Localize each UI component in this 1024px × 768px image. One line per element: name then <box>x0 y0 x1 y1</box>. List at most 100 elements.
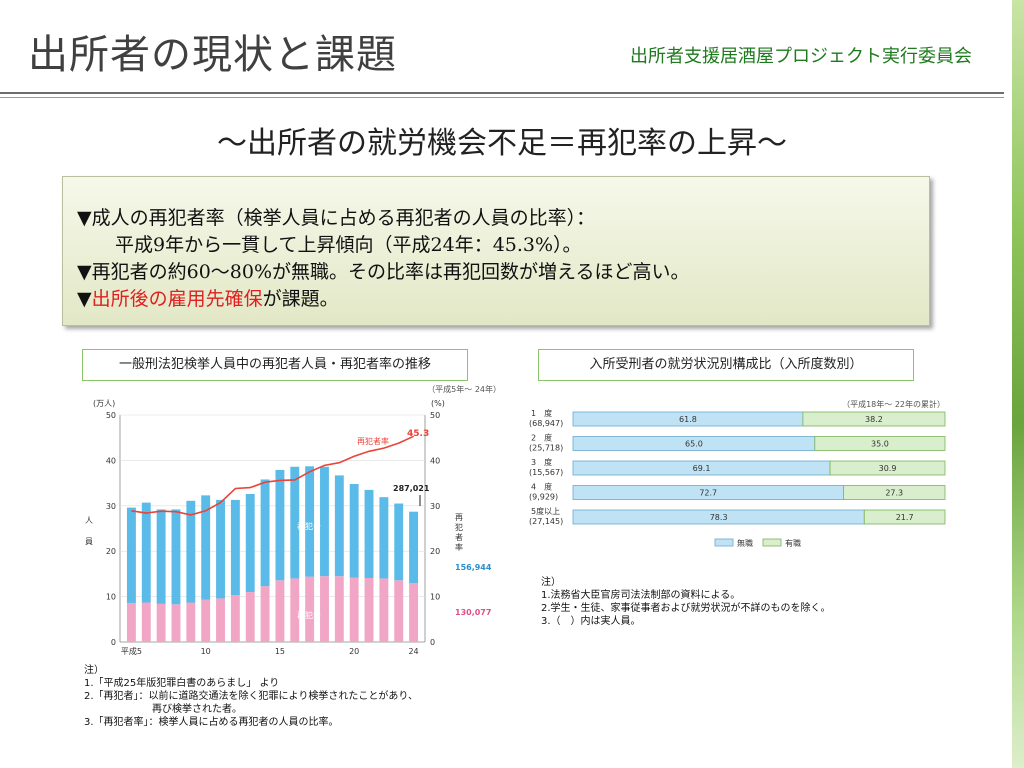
bar-repeat-offenders <box>379 578 389 642</box>
y-tick-label-right: 40 <box>430 456 440 465</box>
bar-repeat-offenders <box>171 604 181 642</box>
bar-employed <box>802 411 946 427</box>
right-chart-heading: 入所受刑者の就労状況別構成比（入所度数別） <box>538 349 914 381</box>
right-axis-label-char: 再 <box>455 513 463 522</box>
bar-repeat-offenders <box>349 577 359 642</box>
callout-total: 287,021 <box>393 484 430 493</box>
bar-first-offenders <box>216 499 225 599</box>
value-label-unemployed: 65.0 <box>685 440 703 449</box>
bar-first-offenders <box>230 499 240 596</box>
series-label-first: 初犯者 <box>297 521 321 531</box>
summary-highlight: 出所後の雇用先確保 <box>91 288 263 310</box>
left-note-1: 1.「平成25年版犯罪白書のあらまし」 より <box>84 678 280 689</box>
bar-first-offenders <box>349 484 359 578</box>
x-tick-label: 10 <box>201 647 211 656</box>
bar-repeat-offenders <box>409 582 419 642</box>
legend-employed-label: 有職 <box>785 538 801 548</box>
y-axis-label-1: 人 <box>85 516 93 525</box>
legend-employed-swatch <box>762 538 782 547</box>
title-divider-thin <box>0 97 1004 98</box>
x-tick-label: 24 <box>408 647 418 656</box>
value-label-employed: 35.0 <box>871 440 889 449</box>
y-tick-label-right: 0 <box>430 638 435 647</box>
left-axis-unit: (万人) <box>93 399 115 408</box>
left-period-note: （平成5年～ 24年） <box>427 384 501 394</box>
x-tick-label: 15 <box>275 647 285 656</box>
callout-first: 156,944 <box>455 563 492 572</box>
callout-rate: 45.3 <box>407 429 429 439</box>
value-label-employed: 21.7 <box>896 513 914 522</box>
bar-first-offenders <box>305 466 315 577</box>
bar-first-offenders <box>290 466 300 579</box>
slide-subtitle: ～出所者の就労機会不足＝再犯率の上昇～ <box>217 126 787 161</box>
bar-repeat-offenders <box>275 580 285 642</box>
bar-employed <box>863 509 946 525</box>
summary-line-4: ▼出所後の雇用先確保が課題。 <box>77 284 339 311</box>
legend-unemployed-label: 無職 <box>737 538 753 548</box>
right-note-1: 1.法務省大臣官房司法法制部の資料による。 <box>541 590 741 601</box>
y-tick-label-left: 20 <box>106 547 116 556</box>
category-count: (68,947) <box>529 419 563 428</box>
bar-first-offenders <box>409 511 419 583</box>
series-label-rate: 再犯者率 <box>357 436 389 446</box>
employment-status-chart: （平成18年～ 22年の累計） 61.8 38.2 1 度(68,947) 65.0 3… <box>529 399 946 548</box>
bar-repeat-offenders <box>245 592 255 642</box>
value-label-unemployed: 72.7 <box>699 489 717 498</box>
y-tick-label-left: 30 <box>106 502 116 511</box>
bar-first-offenders <box>186 500 196 603</box>
category-label: 3 度 <box>531 457 552 467</box>
category-count: (27,145) <box>529 517 563 526</box>
left-note-2b: 再び検挙された者。 <box>152 704 242 715</box>
right-chart-notes: 注） 1.法務省大臣官房司法法制部の資料による。 2.学生・生徒、家事従事者およ… <box>541 576 831 628</box>
value-label-employed: 27.3 <box>885 489 903 498</box>
summary-line-2: 平成9年から一貫して上昇傾向（平成24年：45.3%）。 <box>115 234 582 256</box>
value-label-unemployed: 61.8 <box>679 415 697 424</box>
right-axis-label-char: 犯 <box>455 522 463 532</box>
left-chart-heading: 一般刑法犯検挙人員中の再犯者人員・再犯者率の推移 <box>82 349 468 381</box>
y-tick-label-right: 50 <box>430 411 440 420</box>
category-label: 1 度 <box>531 408 552 418</box>
category-label: 2 度 <box>531 433 552 443</box>
bar-repeat-offenders <box>216 598 225 642</box>
y-tick-label-right: 10 <box>430 593 440 602</box>
y-tick-label-left: 50 <box>106 411 116 420</box>
category-count: (15,567) <box>529 468 563 477</box>
left-chart-notes: 注） 1.「平成25年版犯罪白書のあらまし」 より 2.「再犯者」：以前に道路交… <box>84 664 418 729</box>
bar-first-offenders <box>245 493 255 593</box>
category-count: (9,929) <box>529 493 558 502</box>
right-period-note: （平成18年～ 22年の累計） <box>842 399 945 409</box>
left-note-head: 注） <box>84 665 104 676</box>
decorative-side-bar <box>1012 0 1024 768</box>
x-tick-label: 平成5 <box>121 646 142 656</box>
right-note-head: 注） <box>541 577 561 588</box>
right-axis-label-char: 率 <box>455 542 463 552</box>
bar-repeat-offenders <box>126 602 136 642</box>
summary-bullet: ▼ <box>77 288 92 310</box>
right-axis-label: 再犯者率 <box>455 513 463 552</box>
bar-first-offenders <box>156 509 166 604</box>
left-note-3: 3.「再犯者率」：検挙人員に占める再犯者の人員の比率。 <box>84 717 339 728</box>
bar-first-offenders <box>275 469 285 581</box>
bar-repeat-offenders <box>201 599 211 642</box>
right-note-2: 2.学生・生徒、家事従事者および就労状況が不詳のものを除く。 <box>541 603 831 614</box>
y-axis-label-2: 員 <box>85 537 93 546</box>
bar-first-offenders <box>141 502 151 603</box>
category-label: 5度以上 <box>531 506 560 516</box>
page-title: 出所者の現状と課題 <box>28 32 397 78</box>
category-count: (25,718) <box>529 444 563 453</box>
bar-repeat-offenders <box>364 577 374 642</box>
y-tick-label-left: 10 <box>106 593 116 602</box>
bar-repeat-offenders <box>230 595 240 642</box>
value-label-employed: 38.2 <box>865 415 883 424</box>
bar-repeat-offenders <box>156 603 166 642</box>
bar-repeat-offenders <box>394 580 404 642</box>
legend-unemployed-swatch <box>714 538 734 547</box>
value-label-employed: 30.9 <box>879 464 897 473</box>
x-tick-label: 20 <box>349 647 359 656</box>
y-tick-label-left: 40 <box>106 456 116 465</box>
bar-first-offenders <box>379 497 389 579</box>
y-tick-label-right: 20 <box>430 547 440 556</box>
value-label-unemployed: 69.1 <box>693 464 711 473</box>
value-label-unemployed: 78.3 <box>710 513 728 522</box>
